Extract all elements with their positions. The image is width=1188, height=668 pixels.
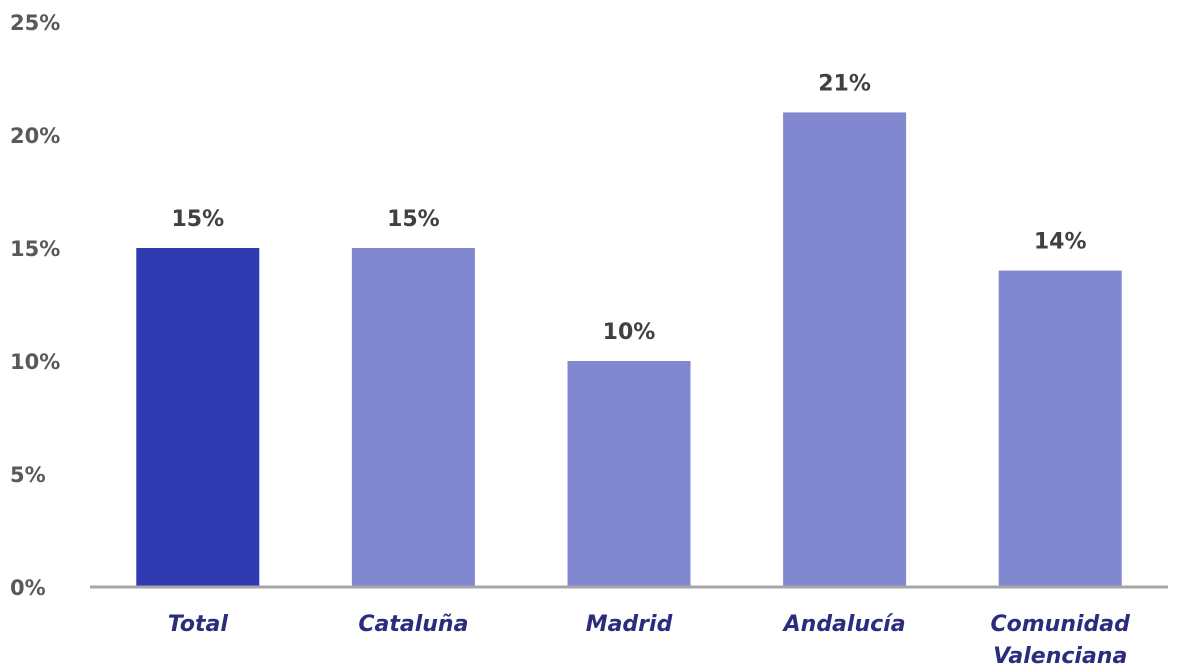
y-tick-label: 10% (10, 350, 60, 374)
x-tick-label-line: Valenciana (993, 644, 1127, 668)
y-tick-label: 5% (10, 463, 46, 487)
x-tick-label-line: Comunidad (991, 612, 1131, 637)
bar-madrid (567, 361, 691, 587)
bar-total (136, 248, 260, 587)
bar-cataluña (351, 248, 475, 587)
y-tick-label: 0% (10, 576, 46, 600)
bar-andalucía (783, 112, 907, 588)
x-tick-label: Total (168, 612, 229, 637)
x-tick-label-line: Andalucía (782, 612, 906, 637)
x-tick-label-line: Total (168, 612, 229, 637)
y-tick-label: 15% (10, 237, 60, 261)
data-label: 14% (1034, 230, 1087, 255)
data-label: 15% (171, 207, 224, 232)
data-label: 21% (818, 71, 871, 96)
data-label: 10% (603, 320, 656, 345)
x-tick-label-line: Madrid (586, 612, 673, 637)
y-tick-label: 20% (10, 124, 60, 148)
data-label: 15% (387, 207, 440, 232)
x-tick-label: Andalucía (782, 612, 906, 637)
y-tick-label: 25% (10, 11, 60, 35)
bar-comunidad-valenciana (998, 270, 1122, 587)
x-tick-label-line: Cataluña (358, 612, 468, 637)
x-tick-label: Cataluña (358, 612, 468, 637)
x-tick-label: Madrid (586, 612, 673, 637)
x-tick-label: Comunidad Valenciana (991, 612, 1131, 668)
